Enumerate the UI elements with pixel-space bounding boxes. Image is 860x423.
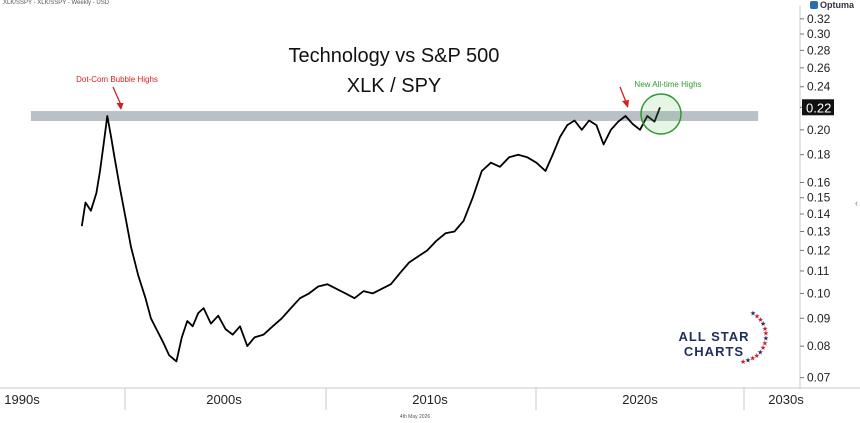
y-tick-label: 0.08 bbox=[807, 339, 831, 353]
annotation-dotcom-label: Dot-Com Bubble Highs bbox=[76, 75, 158, 84]
logo-star-icon: ★ bbox=[762, 340, 768, 348]
chart-title: Technology vs S&P 500 bbox=[289, 45, 500, 67]
x-tick-label: 2000s bbox=[206, 392, 242, 407]
brand-label: Optuma bbox=[809, 0, 854, 10]
y-tick-label: 0.24 bbox=[807, 80, 831, 94]
logo-star-icon: ★ bbox=[749, 355, 755, 363]
y-tick-label: 0.10 bbox=[807, 286, 831, 300]
y-tick-label: 0.18 bbox=[807, 148, 831, 162]
logo-star-icon: ★ bbox=[754, 312, 760, 320]
y-tick-label: 0.11 bbox=[807, 264, 830, 278]
x-tick-label: 2010s bbox=[412, 392, 448, 407]
x-axis: 1990s 2000s 2010s 2020s 2030s bbox=[4, 388, 804, 410]
y-tick-label: 0.32 bbox=[807, 12, 831, 26]
chevron-left-icon[interactable]: ‹ bbox=[855, 198, 858, 208]
logo-star-icon: ★ bbox=[750, 309, 756, 317]
logo-star-icon: ★ bbox=[740, 358, 746, 366]
logo-star-icon: ★ bbox=[762, 325, 768, 333]
allstar-logo: ALL STAR CHARTS ★★★★★★★★★★★★★★ bbox=[678, 309, 769, 365]
y-tick-label: 0.16 bbox=[807, 175, 831, 189]
logo-line2: CHARTS bbox=[684, 344, 744, 359]
series-layer bbox=[80, 106, 661, 363]
x-tick-label: 1990s bbox=[4, 392, 40, 407]
annotation-dotcom-arrow bbox=[112, 86, 122, 106]
logo-star-icon: ★ bbox=[757, 316, 763, 324]
y-tick-label: 0.15 bbox=[807, 191, 831, 205]
chart-subtitle: XLK / SPY bbox=[347, 75, 442, 97]
annotation-dotcom-arrowhead bbox=[116, 103, 124, 110]
last-value-badge bbox=[802, 99, 834, 116]
y-tick-label: 0.28 bbox=[807, 43, 831, 57]
logo-star-icon: ★ bbox=[760, 320, 766, 328]
y-tick-label: 0.09 bbox=[807, 311, 831, 325]
y-tick-label: 0.14 bbox=[807, 207, 831, 221]
annotation-ath-arrow bbox=[619, 86, 627, 103]
annotations: Dot-Com Bubble Highs New All-time Highs bbox=[76, 75, 702, 135]
logo-star-icon: ★ bbox=[763, 335, 769, 343]
y-tick-label: 0.30 bbox=[807, 27, 831, 41]
annotation-ath-label: New All-time Highs bbox=[634, 80, 701, 89]
annotation-ath-arrowhead bbox=[622, 100, 629, 108]
logo-star-icon: ★ bbox=[760, 344, 766, 352]
annotation-ath-circle bbox=[640, 93, 682, 135]
brand-name: Optuma bbox=[819, 0, 854, 10]
x-tick-label: 2030s bbox=[768, 392, 804, 407]
y-tick-label: 0.12 bbox=[807, 243, 831, 257]
ratio-line bbox=[80, 106, 661, 363]
y-tick-label: 0.26 bbox=[807, 61, 831, 75]
y-tick-label: 0.13 bbox=[807, 224, 831, 238]
logo-star-icon: ★ bbox=[745, 357, 751, 365]
brand-logo-icon bbox=[809, 1, 818, 9]
y-tick-label: 0.20 bbox=[807, 123, 831, 137]
resistance-band bbox=[30, 111, 759, 122]
logo-line1: ALL STAR bbox=[678, 329, 749, 344]
last-value-label: 0.22 bbox=[806, 100, 831, 115]
logo-star-icon: ★ bbox=[757, 348, 763, 356]
logo-star-icon: ★ bbox=[754, 352, 760, 360]
x-tick-label: 2020s bbox=[622, 392, 658, 407]
logo-star-icon: ★ bbox=[763, 330, 769, 338]
symbol-header: XLK/SSPY - XLK/SSPY - Weekly - USD bbox=[3, 0, 110, 6]
footer-date: 4th May 2026 bbox=[400, 414, 431, 420]
resistance-band-layer bbox=[30, 111, 759, 122]
y-tick-label: 0.07 bbox=[807, 371, 831, 385]
chart-frame bbox=[0, 6, 860, 389]
y-axis: 0.320.30 0.28 0.26 0.24 0.22 0.20 0.18 0.16 0.15… bbox=[800, 12, 834, 385]
